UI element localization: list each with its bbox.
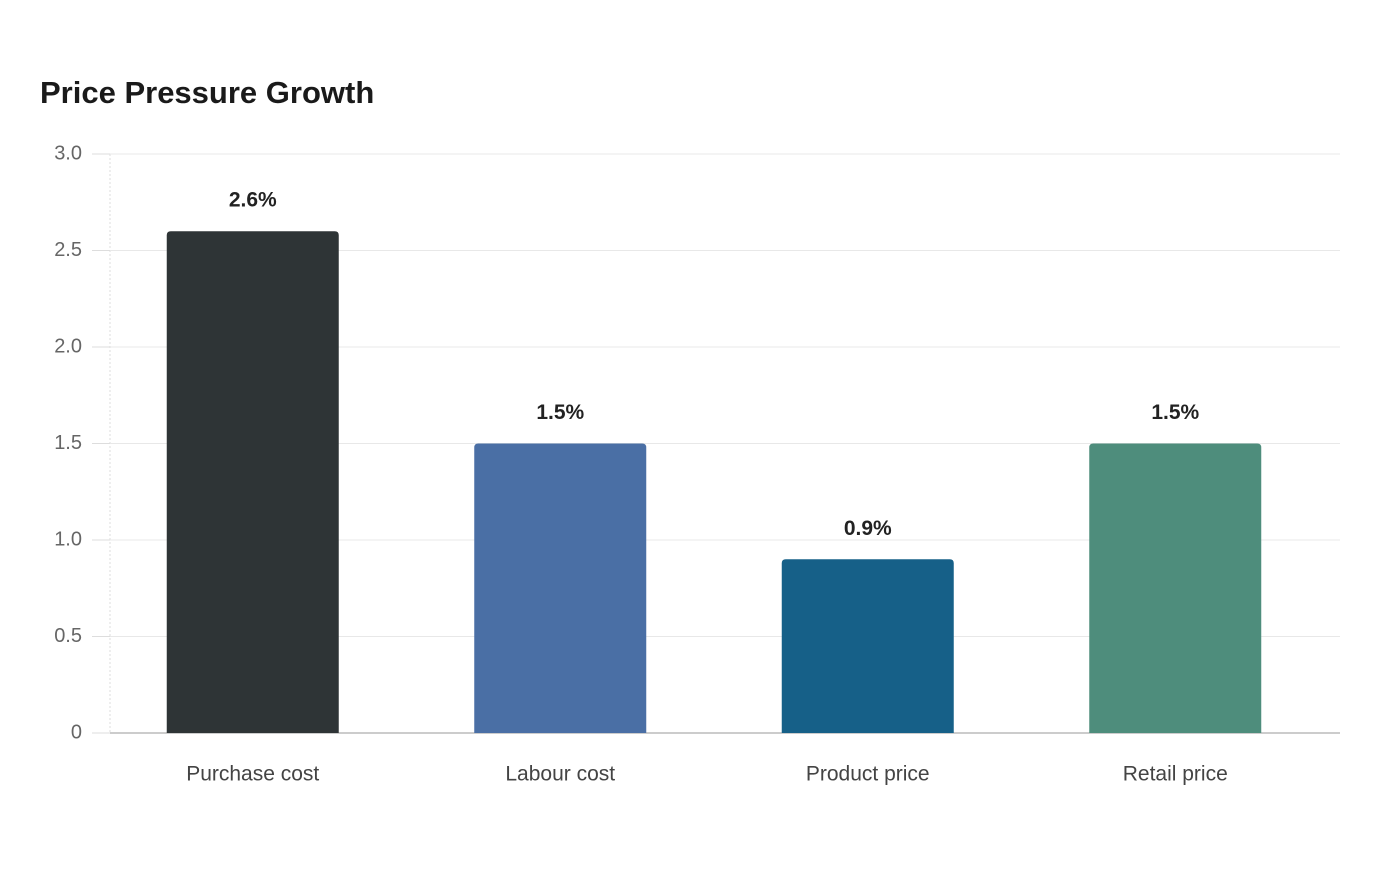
y-tick-label: 1.5 (54, 432, 82, 454)
y-tick-label: 0.5 (54, 625, 82, 647)
x-tick-label: Retail price (1123, 763, 1228, 786)
x-tick-label: Labour cost (505, 763, 615, 786)
y-tick-label: 1.0 (54, 528, 82, 550)
x-tick-label: Product price (806, 763, 930, 786)
value-label: 0.9% (844, 517, 892, 540)
chart-title: Price Pressure Growth (40, 75, 374, 110)
y-tick-label: 2.5 (54, 239, 82, 261)
y-tick-label: 3.0 (54, 142, 82, 164)
bar (781, 559, 954, 733)
value-label: 1.5% (536, 401, 584, 424)
bar (474, 443, 647, 733)
value-label: 1.5% (1151, 401, 1199, 424)
y-tick-label: 0 (71, 721, 82, 743)
bar (1089, 443, 1262, 733)
value-label: 2.6% (229, 189, 277, 212)
y-tick-label: 2.0 (54, 335, 82, 357)
x-tick-label: Purchase cost (186, 763, 319, 786)
bar (166, 231, 339, 733)
